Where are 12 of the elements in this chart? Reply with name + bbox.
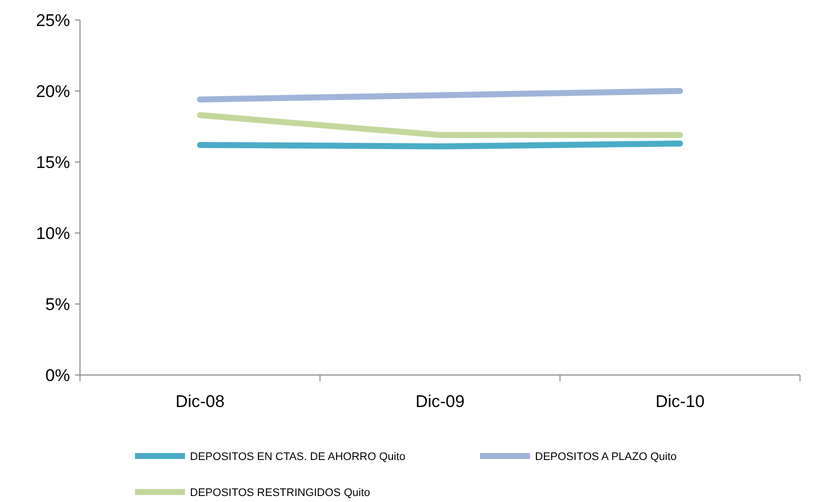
y-tick-label: 25% bbox=[36, 10, 70, 30]
y-tick-label: 15% bbox=[36, 152, 70, 172]
y-tick-label: 5% bbox=[45, 294, 70, 314]
y-tick-label: 20% bbox=[36, 82, 70, 101]
x-tick-label: Dic-08 bbox=[175, 392, 225, 411]
legend-label: DEPOSITOS EN CTAS. DE AHORRO Quito bbox=[190, 450, 406, 463]
legend-label: DEPOSITOS A PLAZO Quito bbox=[535, 450, 677, 463]
y-tick-label: 0% bbox=[45, 366, 70, 385]
x-tick-label: Dic-09 bbox=[415, 392, 465, 411]
legend-label: DEPOSITOS RESTRINGIDOS Quito bbox=[190, 486, 370, 499]
x-tick-label: Dic-10 bbox=[655, 392, 705, 411]
y-tick-label: 10% bbox=[36, 224, 70, 243]
